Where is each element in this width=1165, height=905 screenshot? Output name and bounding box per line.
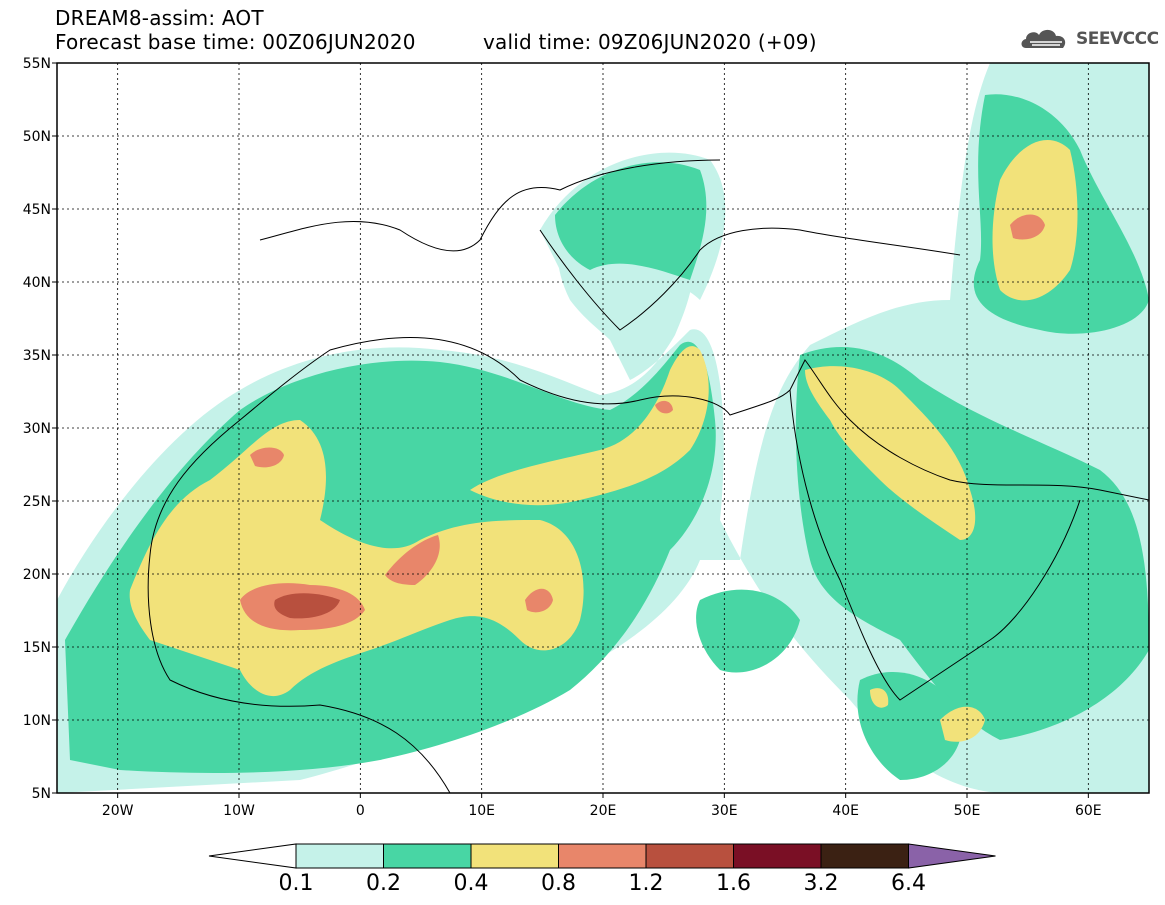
lat-tick-label: 10N — [23, 713, 51, 729]
latitude-labels: 55N 50N 45N 40N 35N 30N 25N 20N 15N 10N 5N — [23, 56, 57, 802]
colorbar-swatch — [558, 843, 647, 869]
lat-tick-label: 30N — [23, 421, 51, 437]
colorbar-label: 6.4 — [891, 871, 926, 896]
lon-tick-label: 30E — [711, 803, 738, 819]
lat-tick-label: 25N — [23, 494, 51, 510]
lon-tick-label: 10E — [468, 803, 495, 819]
longitude-labels: 20W 10W 0 10E 20E 30E 40E 50E 60E — [102, 793, 1102, 819]
colorbar-label: 3.2 — [804, 871, 839, 896]
coastlines — [147, 159, 1149, 793]
colorbar-over-arrow — [908, 843, 996, 869]
lon-tick-label: 50E — [954, 803, 981, 819]
colorbar-label: 1.6 — [716, 871, 751, 896]
forecast-base-time: Forecast base time: 00Z06JUN2020 — [55, 30, 416, 54]
lon-tick-label: 20W — [102, 803, 134, 819]
colorbar: 0.1 0.2 0.4 0.8 1.2 1.6 3.2 6.4 — [208, 843, 996, 896]
colorbar-swatch — [733, 843, 822, 869]
colorbar-label: 0.8 — [541, 871, 576, 896]
lon-tick-label: 60E — [1075, 803, 1102, 819]
cloud-icon — [1021, 29, 1066, 48]
lat-tick-label: 40N — [23, 275, 51, 291]
lon-tick-label: 20E — [590, 803, 617, 819]
colorbar-swatch — [645, 843, 734, 869]
lat-tick-label: 55N — [23, 56, 51, 72]
aot-level-0.4 — [129, 140, 1078, 742]
colorbar-label: 1.2 — [629, 871, 664, 896]
lat-tick-label: 20N — [23, 567, 51, 583]
lon-tick-label: 10W — [223, 803, 255, 819]
colorbar-label: 0.2 — [366, 871, 401, 896]
colorbar-label: 0.1 — [279, 871, 314, 896]
lon-tick-label: 40E — [832, 803, 859, 819]
lat-tick-label: 5N — [32, 786, 51, 802]
colorbar-swatch — [383, 843, 472, 869]
lon-tick-label: 0 — [356, 803, 365, 819]
logo-text: SEEVCCC — [1076, 29, 1159, 49]
lat-tick-label: 45N — [23, 202, 51, 218]
map-title: DREAM8-assim: AOT — [55, 6, 264, 30]
lat-tick-label: 15N — [23, 640, 51, 656]
lat-tick-label: 50N — [23, 129, 51, 145]
colorbar-swatch — [470, 843, 559, 869]
colorbar-label: 0.4 — [454, 871, 489, 896]
seevccc-logo: SEEVCCC — [1018, 24, 1159, 54]
colorbar-under-arrow — [208, 843, 297, 869]
colorbar-swatch — [295, 843, 384, 869]
lat-tick-label: 35N — [23, 348, 51, 364]
colorbar-swatch — [820, 843, 909, 869]
aot-level-1.2 — [274, 593, 340, 619]
gridlines — [57, 63, 1149, 793]
valid-time: valid time: 09Z06JUN2020 (+09) — [483, 30, 817, 54]
